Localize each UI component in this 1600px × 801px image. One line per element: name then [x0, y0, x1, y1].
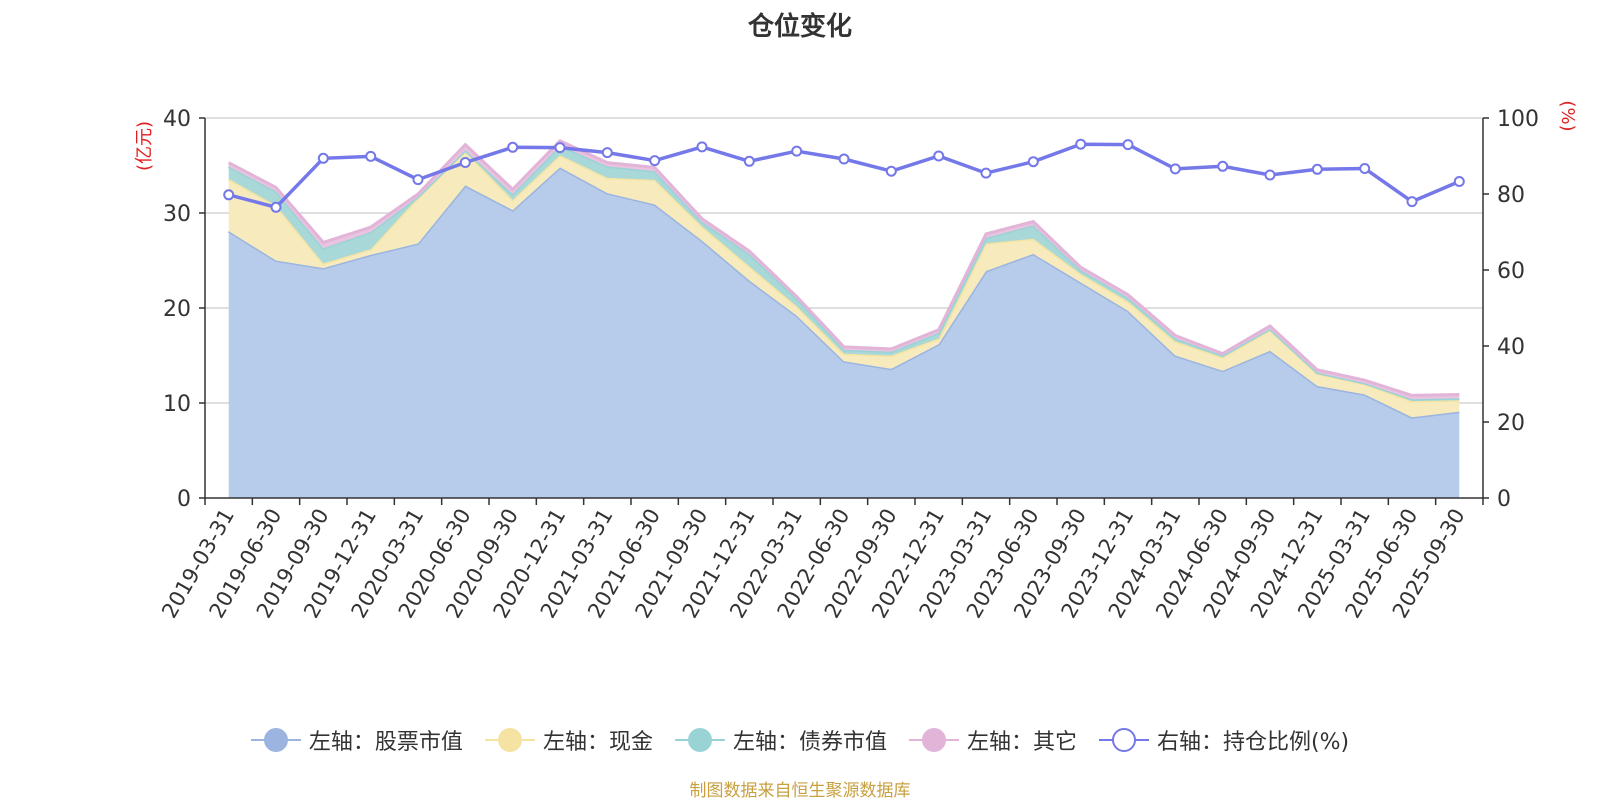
legend-marker-icon [674, 726, 725, 754]
area-1 [228, 167, 1460, 498]
legend-label: 左轴：其它 [966, 730, 1077, 755]
position-ratio-point [838, 153, 850, 165]
legend-item-stock[interactable]: 左轴：股票市值 [250, 724, 463, 756]
position-ratio-point [365, 150, 377, 162]
data-source-note: 制图数据来自恒生聚源数据库 [689, 781, 911, 801]
left-tick-label: 20 [163, 297, 191, 322]
left-tick-label: 40 [163, 107, 191, 132]
position-ratio-point [1453, 176, 1465, 187]
legend-label: 右轴：持仓比例(%) [1156, 730, 1350, 755]
legend-item-bond[interactable]: 左轴：债券市值 [674, 724, 887, 756]
position-ratio-point [1169, 163, 1181, 175]
position-ratio-point [1075, 138, 1087, 150]
legend-marker-icon [250, 726, 301, 754]
position-ratio-point [601, 147, 613, 159]
position-ratio-point [223, 189, 235, 201]
legend-label: 左轴：现金 [542, 730, 653, 755]
position-ratio-point [1122, 139, 1134, 151]
position-ratio-point [1311, 163, 1323, 175]
position-ratio-point [933, 150, 945, 162]
left-tick-label: 30 [163, 202, 191, 227]
left-tick-label: 0 [177, 487, 191, 512]
chart-title: 仓位变化 [747, 12, 852, 42]
right-tick-label: 40 [1497, 335, 1525, 360]
position-ratio-point [1027, 156, 1039, 168]
position-ratio-point [791, 145, 803, 157]
left-axis-unit-label: (亿元) [134, 121, 155, 171]
legend-item-position-ratio[interactable]: 右轴：持仓比例(%) [1098, 724, 1350, 756]
position-ratio-point [412, 174, 424, 186]
right-axis-unit-label: (%) [1557, 100, 1578, 131]
position-ratio-point [885, 165, 897, 177]
right-tick-label: 60 [1497, 259, 1525, 284]
position-ratio-point [554, 142, 566, 154]
left-tick-label: 10 [163, 392, 191, 417]
position-ratio-point [1406, 196, 1418, 208]
position-ratio-point [507, 141, 519, 153]
right-tick-label: 80 [1497, 183, 1525, 208]
position-ratio-point [1217, 160, 1229, 172]
legend-label: 左轴：股票市值 [308, 730, 463, 755]
legend-marker-icon [908, 726, 959, 754]
legend-item-other[interactable]: 左轴：其它 [908, 724, 1077, 756]
legend-marker-icon [1098, 726, 1149, 754]
position-ratio-point [1359, 163, 1371, 174]
right-tick-label: 0 [1497, 487, 1511, 512]
position-ratio-point [1264, 169, 1276, 181]
position-ratio-point [649, 155, 661, 167]
legend-marker-icon [484, 726, 535, 754]
legend-item-cash[interactable]: 左轴：现金 [484, 724, 653, 756]
position-ratio-point [459, 157, 471, 168]
position-ratio-point [696, 141, 708, 153]
area-line-4 [228, 138, 1460, 397]
right-tick-label: 100 [1497, 107, 1539, 132]
position-ratio-point [317, 152, 329, 164]
position-ratio-point [743, 155, 755, 167]
right-tick-label: 20 [1497, 411, 1525, 436]
chart-legend: 左轴：股票市值 左轴：现金 左轴：债券市值 左轴：其它 右轴：持仓比例(%) [0, 722, 1600, 758]
position-ratio-point [270, 201, 282, 213]
legend-label: 左轴：债券市值 [732, 730, 887, 755]
position-ratio-point [980, 167, 992, 179]
